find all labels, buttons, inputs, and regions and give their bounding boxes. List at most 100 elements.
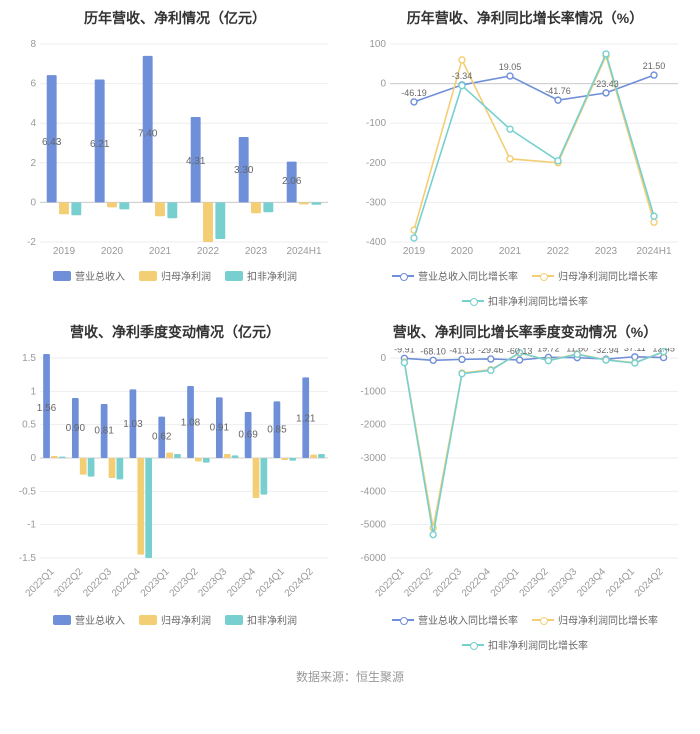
svg-text:2023Q3: 2023Q3 <box>546 566 579 599</box>
svg-text:-6000: -6000 <box>360 553 386 564</box>
legend-label: 营业总收入 <box>75 268 125 283</box>
svg-text:7.40: 7.40 <box>138 128 158 139</box>
legend-tr: 营业总收入同比增长率 归母净利润同比增长率扣非净利润同比增长率 <box>356 268 694 308</box>
chart-title: 历年营收、净利同比增长率情况（%） <box>356 8 694 28</box>
svg-text:1.56: 1.56 <box>37 403 57 414</box>
svg-text:2022: 2022 <box>197 246 220 257</box>
svg-text:-3000: -3000 <box>360 453 386 464</box>
svg-text:-23.43: -23.43 <box>593 79 619 89</box>
svg-text:100: 100 <box>369 39 386 50</box>
svg-text:2020: 2020 <box>101 246 124 257</box>
svg-text:-1000: -1000 <box>360 386 386 397</box>
legend-swatch <box>53 615 71 625</box>
legend-item: 扣非净利润 <box>225 612 297 627</box>
svg-text:2024H1: 2024H1 <box>636 246 671 257</box>
svg-text:-29.46: -29.46 <box>478 348 504 355</box>
svg-text:1.21: 1.21 <box>296 414 316 425</box>
svg-text:-9.91: -9.91 <box>394 348 415 354</box>
legend-label: 归母净利润 <box>161 268 211 283</box>
svg-text:4.31: 4.31 <box>186 156 206 167</box>
svg-text:3.30: 3.30 <box>234 165 254 176</box>
legend-item: 营业总收入同比增长率 <box>392 612 518 627</box>
svg-text:2: 2 <box>30 158 36 169</box>
svg-text:0.85: 0.85 <box>267 425 287 436</box>
svg-text:11.60: 11.60 <box>566 348 588 354</box>
svg-text:2024Q1: 2024Q1 <box>604 566 637 599</box>
legend-item: 扣非净利润同比增长率 <box>462 293 588 308</box>
svg-text:4: 4 <box>30 118 36 129</box>
chart-title: 营收、净利同比增长率季度变动情况（%） <box>356 322 694 342</box>
legend-item: 营业总收入同比增长率 <box>392 268 518 283</box>
svg-text:21.50: 21.50 <box>643 61 666 71</box>
svg-text:-200: -200 <box>366 158 386 169</box>
svg-text:2023Q1: 2023Q1 <box>489 566 522 599</box>
svg-text:0: 0 <box>30 453 36 464</box>
svg-text:6.43: 6.43 <box>42 137 62 148</box>
svg-text:1.08: 1.08 <box>181 418 201 429</box>
svg-text:0: 0 <box>380 79 386 90</box>
legend-label: 营业总收入 <box>75 612 125 627</box>
legend-tl: 营业总收入 归母净利润 扣非净利润 <box>6 268 344 283</box>
legend-label: 营业总收入同比增长率 <box>418 268 518 283</box>
svg-text:1: 1 <box>30 386 36 397</box>
bar-chart-tl: -202468201920202021202220232024H16.436.2… <box>6 34 344 264</box>
chart-title: 历年营收、净利情况（亿元） <box>6 8 344 28</box>
data-source-footer: 数据来源：恒生聚源 <box>0 658 700 699</box>
panel-bottom-left: 营收、净利季度变动情况（亿元） -1.5-1-0.500.511.52022Q1… <box>0 314 350 658</box>
svg-text:12.45: 12.45 <box>652 348 675 354</box>
svg-text:-60.13: -60.13 <box>507 348 533 356</box>
svg-text:2019: 2019 <box>53 246 76 257</box>
svg-text:-300: -300 <box>366 197 386 208</box>
legend-swatch <box>139 271 157 281</box>
legend-label: 营业总收入同比增长率 <box>418 612 518 627</box>
svg-text:-68.10: -68.10 <box>420 348 446 356</box>
legend-item: 扣非净利润 <box>225 268 297 283</box>
svg-text:2022Q1: 2022Q1 <box>24 566 57 599</box>
line-chart-br: -6000-5000-4000-3000-2000-100002022Q1202… <box>356 348 694 608</box>
svg-text:-0.5: -0.5 <box>19 486 37 497</box>
chart-grid: 历年营收、净利情况（亿元） -2024682019202020212022202… <box>0 0 700 658</box>
svg-text:2023Q2: 2023Q2 <box>168 566 201 599</box>
svg-text:1.03: 1.03 <box>123 419 143 430</box>
bar-chart-bl: -1.5-1-0.500.511.52022Q12022Q22022Q32022… <box>6 348 344 608</box>
legend-swatch <box>225 615 243 625</box>
svg-text:2023Q4: 2023Q4 <box>575 566 608 599</box>
panel-bottom-right: 营收、净利同比增长率季度变动情况（%） -6000-5000-4000-3000… <box>350 314 700 658</box>
svg-text:0.81: 0.81 <box>94 426 114 437</box>
svg-text:2023Q4: 2023Q4 <box>225 566 258 599</box>
svg-text:-46.19: -46.19 <box>401 88 427 98</box>
legend-swatch <box>532 615 554 625</box>
svg-text:2021: 2021 <box>499 246 522 257</box>
svg-text:2024H1: 2024H1 <box>286 246 321 257</box>
svg-text:19.72: 19.72 <box>537 348 560 353</box>
legend-label: 扣非净利润 <box>247 268 297 283</box>
legend-item: 归母净利润 <box>139 612 211 627</box>
svg-text:-32.94: -32.94 <box>593 348 619 355</box>
legend-swatch <box>139 615 157 625</box>
legend-br: 营业总收入同比增长率 归母净利润同比增长率扣非净利润同比增长率 <box>356 612 694 652</box>
svg-text:-2000: -2000 <box>360 420 386 431</box>
svg-text:6: 6 <box>30 79 36 90</box>
svg-text:19.05: 19.05 <box>499 62 522 72</box>
svg-text:2020: 2020 <box>451 246 474 257</box>
svg-text:2024Q1: 2024Q1 <box>254 566 287 599</box>
panel-top-left: 历年营收、净利情况（亿元） -2024682019202020212022202… <box>0 0 350 314</box>
svg-text:-3.34: -3.34 <box>452 71 473 81</box>
legend-bl: 营业总收入归母净利润 扣非净利润 <box>6 612 344 627</box>
legend-label: 归母净利润同比增长率 <box>558 268 658 283</box>
svg-text:2022Q1: 2022Q1 <box>374 566 407 599</box>
legend-item: 营业总收入 <box>53 268 125 283</box>
legend-label: 扣非净利润同比增长率 <box>488 637 588 652</box>
chart-title: 营收、净利季度变动情况（亿元） <box>6 322 344 342</box>
svg-text:-41.76: -41.76 <box>545 86 571 96</box>
legend-label: 扣非净利润 <box>247 612 297 627</box>
svg-text:-1.5: -1.5 <box>19 553 37 564</box>
legend-swatch <box>462 296 484 306</box>
svg-text:37.11: 37.11 <box>624 348 646 353</box>
svg-text:-5000: -5000 <box>360 520 386 531</box>
svg-text:2023: 2023 <box>245 246 268 257</box>
legend-swatch <box>53 271 71 281</box>
legend-label: 归母净利润同比增长率 <box>558 612 658 627</box>
svg-text:2022Q3: 2022Q3 <box>81 566 114 599</box>
svg-text:2022Q2: 2022Q2 <box>52 566 85 599</box>
